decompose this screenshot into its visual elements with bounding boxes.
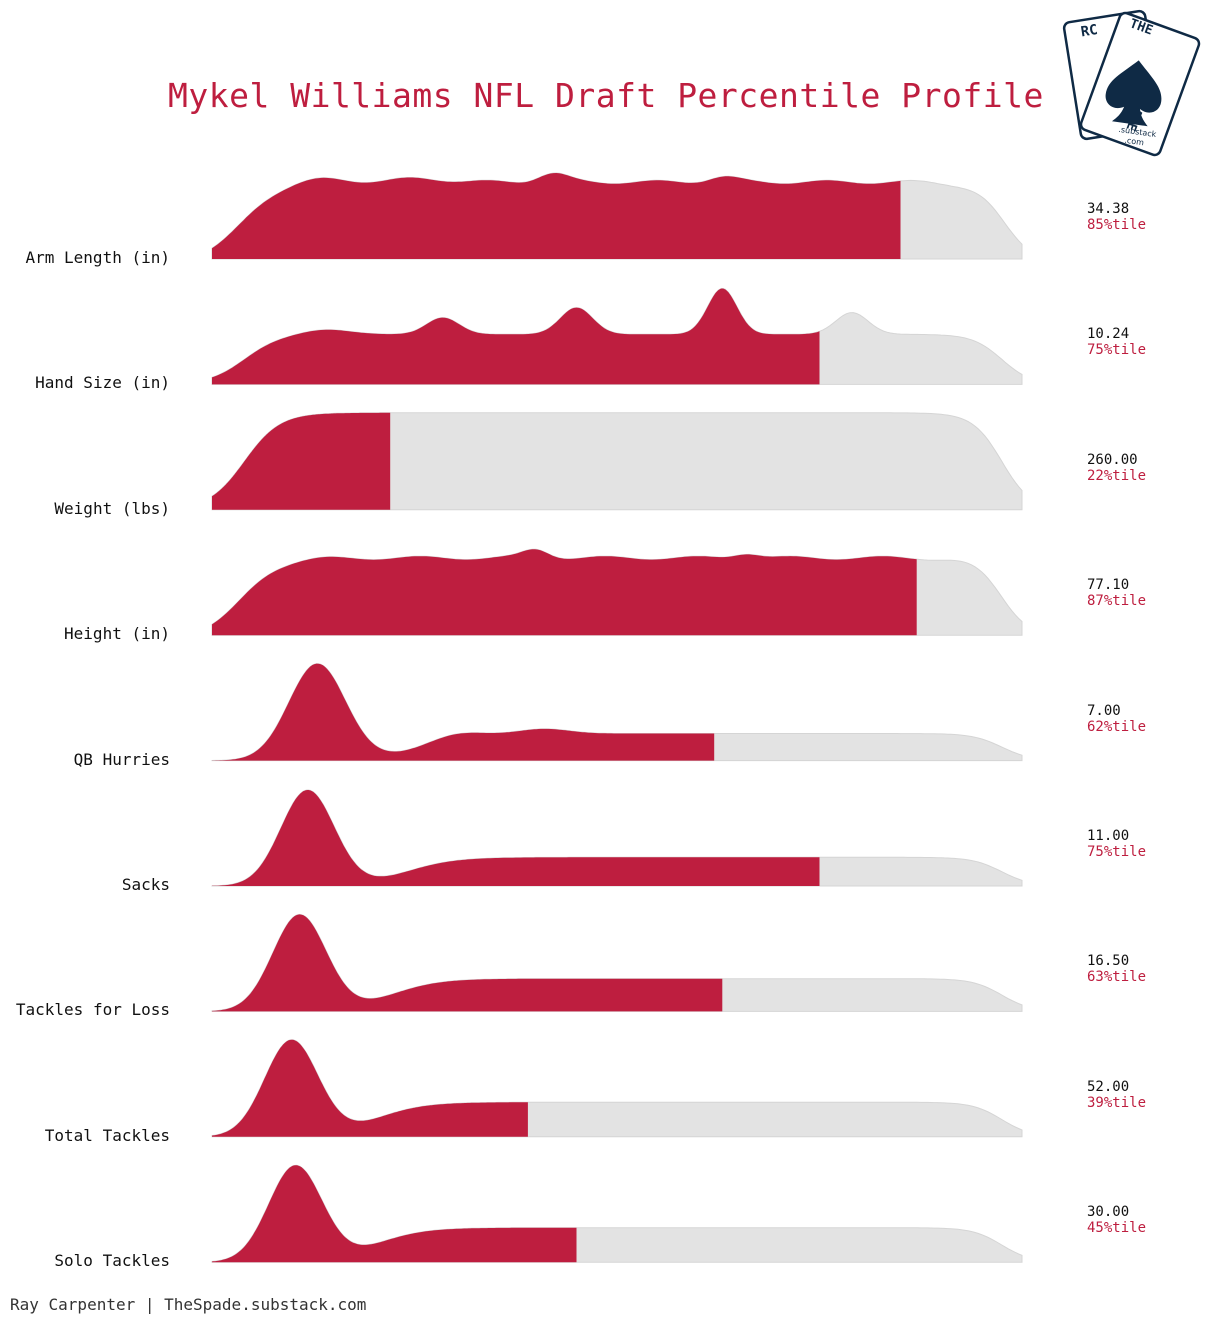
metric-value-2: 260.00 xyxy=(1087,451,1138,468)
metric-percentile-6: 63%tile xyxy=(1087,969,1147,986)
metric-percentile-4: 62%tile xyxy=(1087,718,1147,735)
density-percentile-4 xyxy=(212,663,715,761)
metric-label-2: Weight (lbs) xyxy=(54,498,170,518)
logo-com-text: .com xyxy=(1124,136,1145,148)
metric-label-4: QB Hurries xyxy=(73,749,170,769)
density-percentile-0 xyxy=(212,173,901,259)
metric-label-1: Hand Size (in) xyxy=(35,373,170,393)
metric-percentile-8: 45%tile xyxy=(1087,1220,1147,1237)
metric-percentile-3: 87%tile xyxy=(1087,593,1147,610)
metric-label-0: Arm Length (in) xyxy=(25,248,171,267)
density-percentile-6 xyxy=(212,914,723,1012)
density-percentile-7 xyxy=(212,1039,528,1137)
logo-front-card: THE SPADE .substack .com xyxy=(1079,11,1201,157)
metric-percentile-2: 22%tile xyxy=(1087,467,1147,484)
metric-value-6: 16.50 xyxy=(1087,953,1130,970)
metric-value-7: 52.00 xyxy=(1087,1078,1130,1095)
metric-value-1: 10.24 xyxy=(1087,326,1130,343)
metric-percentile-5: 75%tile xyxy=(1087,844,1147,860)
footer-credit: Ray Carpenter | TheSpade.substack.com xyxy=(10,1295,367,1314)
metric-label-6: Tackles for Loss xyxy=(15,1000,170,1020)
metric-label-3: Height (in) xyxy=(64,624,170,644)
metric-value-4: 7.00 xyxy=(1087,702,1121,719)
density-percentile-8 xyxy=(212,1165,577,1263)
density-percentile-2 xyxy=(212,412,391,510)
metric-label-8: Solo Tackles xyxy=(54,1251,170,1271)
density-percentile-1 xyxy=(212,288,820,385)
metric-percentile-7: 39%tile xyxy=(1087,1094,1147,1111)
metric-value-3: 77.10 xyxy=(1087,577,1130,594)
metric-label-5: Sacks xyxy=(121,875,170,894)
logo-rc-text: RC xyxy=(1080,22,1099,40)
metric-value-8: 30.00 xyxy=(1087,1204,1130,1221)
metric-percentile-0: 85%tile xyxy=(1087,217,1147,233)
density-percentile-5 xyxy=(212,789,820,886)
chart-title: Mykel Williams NFL Draft Percentile Prof… xyxy=(168,76,1044,115)
metric-percentile-1: 75%tile xyxy=(1087,342,1147,359)
density-percentile-3 xyxy=(212,549,917,636)
metric-label-7: Total Tackles xyxy=(44,1125,170,1145)
the-spade-logo: RC THE SPADE .substack .com xyxy=(1062,9,1201,157)
spade-icon xyxy=(1105,60,1162,127)
metric-value-5: 11.00 xyxy=(1087,828,1130,844)
metric-value-0: 34.38 xyxy=(1087,201,1130,217)
